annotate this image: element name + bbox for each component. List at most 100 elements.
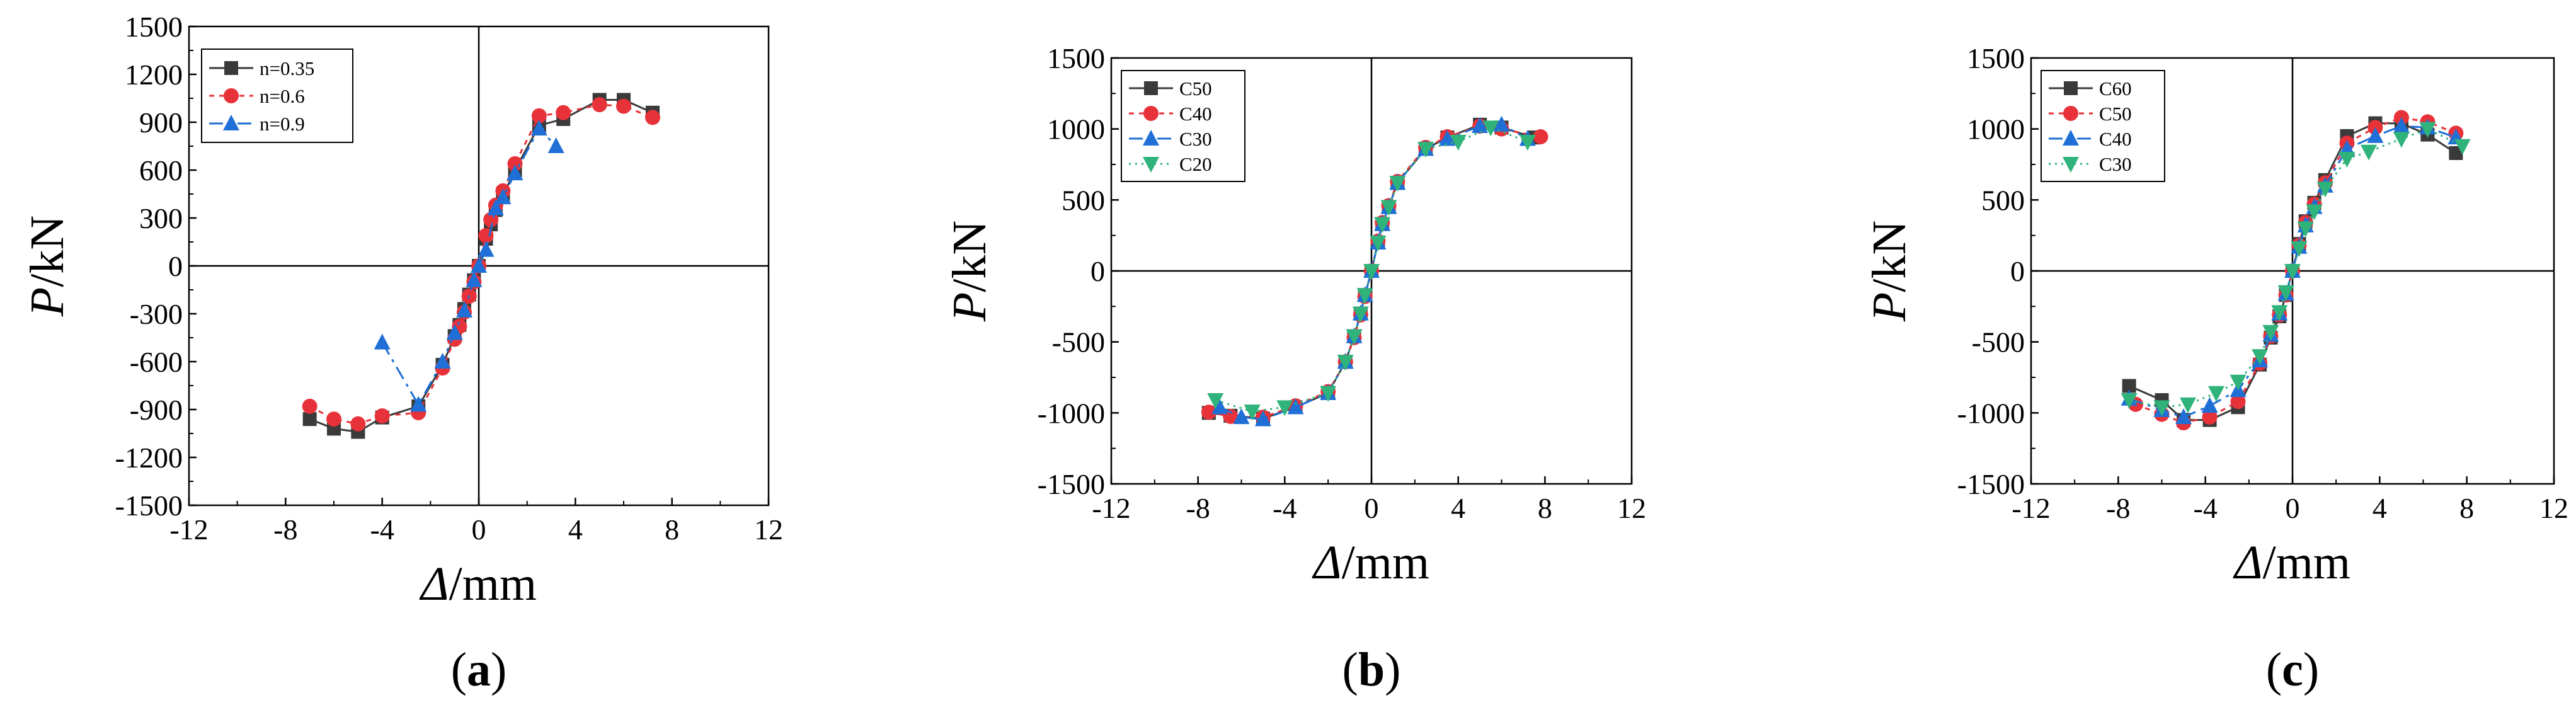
data-point <box>374 408 390 424</box>
y-tick-label: 1500 <box>1047 42 1105 74</box>
data-point <box>1356 288 1373 304</box>
data-point <box>1519 134 1536 151</box>
data-point <box>1472 117 1489 134</box>
x-tick-label: 4 <box>1451 492 1465 524</box>
legend-label: C60 <box>2099 77 2132 100</box>
y-tick-label: -1500 <box>1957 468 2025 500</box>
data-point <box>2449 146 2463 160</box>
y-tick-label: 1500 <box>1967 42 2025 74</box>
data-point <box>2338 140 2356 156</box>
series-C30 <box>2121 122 2471 416</box>
data-point <box>1254 410 1271 427</box>
y-tick-label: 900 <box>139 106 183 139</box>
data-point <box>1244 404 1261 421</box>
text-part: ) <box>1385 643 1400 696</box>
x-tick-label: 8 <box>1538 492 1552 524</box>
legend-label: C50 <box>1179 77 1212 100</box>
data-point <box>1389 176 1406 192</box>
data-point <box>645 110 660 125</box>
legend-marker <box>2063 157 2079 173</box>
data-point <box>1276 400 1293 416</box>
y-tick-label: 1500 <box>125 11 183 43</box>
legend-item: n=0.6 <box>209 85 305 107</box>
data-point <box>2277 285 2294 301</box>
x-tick-label: -8 <box>2106 492 2130 524</box>
y-tick-label: -500 <box>1052 326 1105 358</box>
data-point <box>1337 355 1354 371</box>
legend-label: C20 <box>1179 153 1212 175</box>
data-point <box>1374 217 1391 233</box>
text-part: /mm <box>2263 536 2350 589</box>
text-part: Δ <box>2233 536 2263 589</box>
y-tick-label: 500 <box>1062 184 1105 216</box>
data-point <box>326 411 341 427</box>
data-point <box>2297 221 2314 238</box>
data-point <box>466 271 483 287</box>
legend-label: n=0.9 <box>260 113 305 135</box>
data-point <box>2419 122 2436 138</box>
data-point <box>547 137 564 153</box>
data-point <box>2122 379 2136 393</box>
x-tick-label: -4 <box>370 513 394 546</box>
legend-marker <box>224 88 239 103</box>
y-tick-label: 1000 <box>1967 113 2025 146</box>
data-point <box>2284 264 2301 280</box>
x-tick-label: -8 <box>273 513 297 546</box>
text-part: /kN <box>943 221 996 292</box>
data-point <box>302 398 318 414</box>
chart-panel-a: -12 -8 -4 0 4 8 12 -1500 -1200 -900 -600 -300 0 300 60… <box>21 11 783 696</box>
data-point <box>478 241 495 257</box>
x-axis-title: Δ/mm <box>2233 536 2350 589</box>
chart-panel-b: -12 -8 -4 0 4 8 12 -1500 -1000 -500 0 500 1000 1500 C5… <box>943 42 1646 696</box>
data-point <box>2271 305 2288 321</box>
data-point <box>1287 398 1304 415</box>
text-part: /mm <box>1342 536 1429 589</box>
y-tick-label: -300 <box>130 298 183 330</box>
data-point <box>592 97 607 113</box>
data-point <box>495 188 512 205</box>
data-point <box>1352 306 1369 323</box>
panel-label: (a) <box>451 643 507 696</box>
data-point <box>2252 349 2269 365</box>
data-point <box>1201 404 1216 420</box>
legend-marker <box>2063 106 2078 121</box>
y-tick-label: 0 <box>1091 255 1105 287</box>
text-part: ( <box>2266 643 2282 696</box>
data-point <box>2338 151 2356 168</box>
legend-label: C50 <box>2099 103 2132 125</box>
data-point <box>507 156 523 171</box>
series-line <box>309 103 653 425</box>
x-tick-label: 8 <box>2459 492 2474 524</box>
y-tick-label: 0 <box>168 250 183 282</box>
y-tick-label: -1200 <box>115 442 183 474</box>
y-tick-label: 0 <box>2010 255 2025 287</box>
data-point <box>487 199 504 215</box>
data-point <box>374 333 391 350</box>
text-part: a <box>467 643 491 696</box>
text-part: ) <box>2303 643 2319 696</box>
legend-label: C40 <box>2099 128 2132 150</box>
y-axis-title: P/kN <box>1863 221 1916 322</box>
data-point <box>507 164 524 181</box>
data-point <box>2454 139 2471 155</box>
data-point <box>1450 134 1467 151</box>
legend-item: n=0.9 <box>209 113 305 135</box>
data-point <box>1417 142 1434 158</box>
text-part: /kN <box>1863 221 1916 292</box>
legend-item: C60 <box>2049 77 2132 100</box>
legend-item: C50 <box>2049 103 2132 125</box>
x-tick-label: -12 <box>2012 492 2050 524</box>
y-tick-label: 300 <box>139 202 183 234</box>
data-point <box>350 416 366 432</box>
legend-label: C30 <box>1179 128 1212 150</box>
data-point <box>530 120 547 136</box>
text-part: b <box>1358 643 1385 696</box>
legend: C60 C50 C40 C30 <box>2041 70 2165 182</box>
data-point <box>1439 130 1456 146</box>
data-point <box>1207 393 1224 410</box>
legend-marker <box>2063 130 2079 146</box>
panel-label: (c) <box>2266 643 2319 696</box>
y-tick-label: -1000 <box>1957 397 2025 429</box>
y-tick-label: -1500 <box>115 490 183 522</box>
text-part: c <box>2282 643 2303 696</box>
